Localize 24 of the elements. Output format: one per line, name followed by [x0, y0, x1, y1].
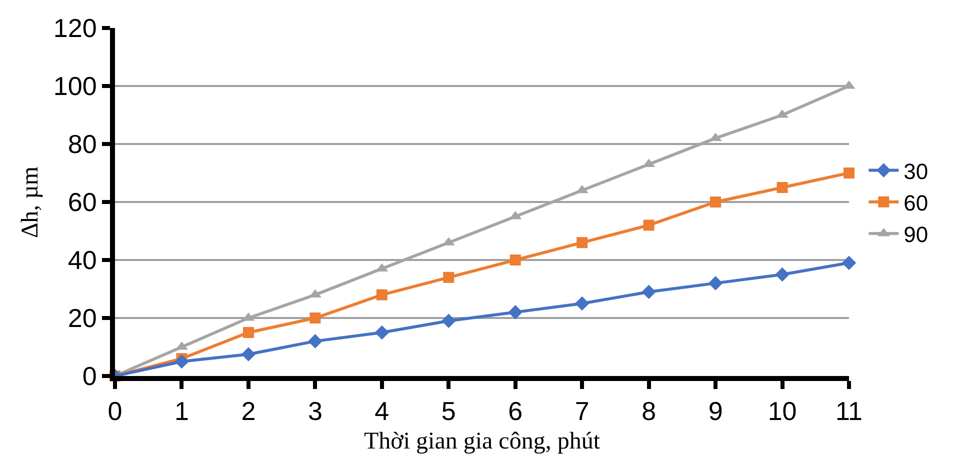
x-tick-label: 2	[241, 396, 256, 426]
x-axis-title: Thời gian gia công, phút	[364, 428, 600, 454]
y-axis-title: ∆h, µm	[18, 166, 44, 238]
x-tick-label: 11	[836, 396, 862, 426]
y-tick-label: 120	[53, 13, 97, 44]
x-tick-label: 4	[374, 396, 390, 426]
y-tick-label: 0	[82, 361, 97, 392]
x-tick-label: 6	[508, 396, 523, 426]
y-tick-label: 80	[68, 129, 97, 160]
y-tick-label: 60	[68, 187, 97, 218]
x-tick-label: 5	[441, 396, 456, 426]
legend-label: 90	[904, 222, 928, 248]
legend-label: 30	[904, 158, 928, 184]
x-tick-label: 3	[308, 396, 322, 426]
x-tick-label: 10	[768, 396, 797, 426]
x-tick-label: 1	[174, 396, 189, 426]
y-tick-label: 100	[53, 71, 97, 102]
legend-label: 60	[904, 190, 928, 216]
x-tick-label: 0	[108, 396, 122, 426]
y-tick-label: 20	[68, 303, 97, 334]
x-tick-label: 9	[708, 396, 723, 426]
x-tick-label: 7	[574, 396, 590, 426]
x-tick-label: 8	[642, 396, 656, 426]
y-tick-label: 40	[68, 245, 97, 276]
